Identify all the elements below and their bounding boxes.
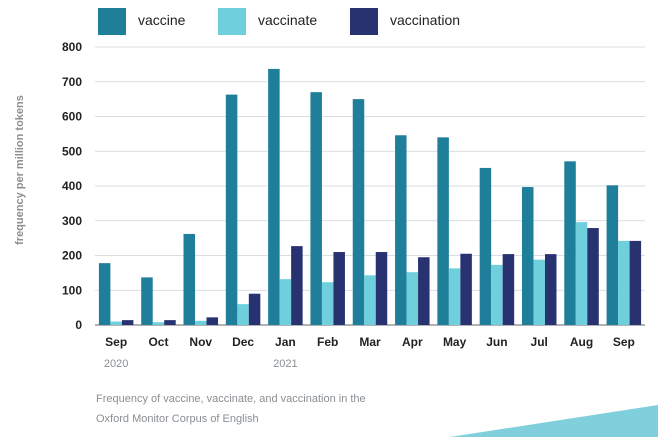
x-tick-label: Sep xyxy=(105,335,127,349)
caption-line-2: Oxford Monitor Corpus of English xyxy=(96,413,259,425)
x-tick-label: Aug xyxy=(570,335,593,349)
legend-swatch-vaccine xyxy=(98,8,126,35)
bar-vaccinate-apr-7 xyxy=(406,272,419,325)
bar-vaccination-mar-6 xyxy=(375,252,388,325)
bar-vaccination-jan-4 xyxy=(291,246,303,325)
bar-vaccine-dec-3 xyxy=(225,94,238,325)
bar-vaccinate-mar-6 xyxy=(364,275,376,325)
bar-vaccinate-dec-3 xyxy=(237,304,249,325)
bar-vaccine-may-8 xyxy=(437,137,449,325)
bar-vaccine-jan-4 xyxy=(268,68,280,325)
bar-vaccination-jun-9 xyxy=(502,254,515,325)
bar-vaccination-nov-2 xyxy=(206,317,219,325)
bar-vaccinate-sep-0 xyxy=(110,321,122,325)
bars xyxy=(98,68,642,325)
y-tick-label: 600 xyxy=(62,110,82,124)
bar-vaccine-aug-11 xyxy=(564,161,576,325)
bar-vaccination-jul-10 xyxy=(544,254,557,325)
legend-label-vaccination: vaccination xyxy=(390,12,460,28)
bar-vaccine-feb-5 xyxy=(310,92,322,325)
bar-vaccinate-jul-10 xyxy=(533,259,545,325)
y-tick-label: 500 xyxy=(62,144,82,158)
legend-label-vaccine: vaccine xyxy=(138,12,186,28)
y-axis-label: frequency per million tokens xyxy=(14,95,26,245)
x-tick-label: Jan xyxy=(275,335,296,349)
caption: Frequency of vaccine, vaccinate, and vac… xyxy=(96,389,456,429)
bar-vaccination-sep-12 xyxy=(629,240,642,325)
bar-vaccination-dec-3 xyxy=(248,293,261,325)
legend-label-vaccinate: vaccinate xyxy=(258,12,317,28)
x-tick-label: Jun xyxy=(486,335,507,349)
bar-vaccination-may-8 xyxy=(460,253,472,325)
y-tick-label: 200 xyxy=(62,249,82,263)
bar-vaccinate-nov-2 xyxy=(195,320,207,325)
y-tick-label: 0 xyxy=(75,318,82,332)
bar-vaccine-nov-2 xyxy=(183,233,196,325)
bar-vaccine-sep-12 xyxy=(606,185,619,325)
x-tick-label: Dec xyxy=(232,335,254,349)
bar-vaccine-apr-7 xyxy=(395,135,407,325)
x-tick-label: Feb xyxy=(317,335,338,349)
corner-decoration xyxy=(450,405,658,437)
bar-vaccine-sep-0 xyxy=(98,263,111,325)
y-tick-label: 400 xyxy=(62,179,82,193)
y-tick-label: 700 xyxy=(62,75,82,89)
y-tick-label: 300 xyxy=(62,214,82,228)
caption-line-1: Frequency of vaccine, vaccinate, and vac… xyxy=(96,393,366,405)
bar-vaccination-oct-1 xyxy=(164,320,176,325)
y-tick-label: 100 xyxy=(62,283,82,297)
bar-vaccination-apr-7 xyxy=(418,257,430,325)
bar-vaccination-feb-5 xyxy=(333,252,345,325)
bar-vaccine-oct-1 xyxy=(141,277,153,325)
x-tick-label: Oct xyxy=(148,335,168,349)
bar-vaccine-mar-6 xyxy=(352,99,365,325)
x-tick-label: Sep xyxy=(613,335,635,349)
bar-vaccinate-jan-4 xyxy=(279,279,292,325)
x-tick-label: Apr xyxy=(402,335,423,349)
bar-vaccinate-sep-12 xyxy=(618,240,630,325)
bar-vaccine-jul-10 xyxy=(521,187,534,325)
year-label: 2021 xyxy=(273,358,297,370)
x-tick-label: Jul xyxy=(531,335,548,349)
x-tick-label: Nov xyxy=(189,335,212,349)
bar-vaccination-sep-0 xyxy=(121,320,134,325)
bar-vaccinate-feb-5 xyxy=(321,282,334,325)
x-axis-ticks: Sep Oct Nov Dec Jan Feb Mar Apr May Jun Jul Aug Sep 2… xyxy=(104,335,635,370)
bar-vaccine-jun-9 xyxy=(479,167,492,325)
bar-vaccinate-oct-1 xyxy=(152,322,165,325)
x-tick-label: Mar xyxy=(359,335,381,349)
y-tick-label: 800 xyxy=(62,40,82,54)
x-tick-label: May xyxy=(443,335,467,349)
bar-vaccinate-may-8 xyxy=(448,268,461,325)
y-axis-ticks: 0 100 200 300 400 500 600 700 800 xyxy=(62,40,82,332)
legend: vaccine vaccinate vaccination xyxy=(98,8,460,35)
year-label: 2020 xyxy=(104,358,128,370)
legend-swatch-vaccinate xyxy=(218,8,246,35)
legend-swatch-vaccination xyxy=(350,8,378,35)
bar-vaccinate-aug-11 xyxy=(575,222,588,325)
bar-vaccination-aug-11 xyxy=(587,228,599,325)
bar-vaccinate-jun-9 xyxy=(491,264,503,325)
